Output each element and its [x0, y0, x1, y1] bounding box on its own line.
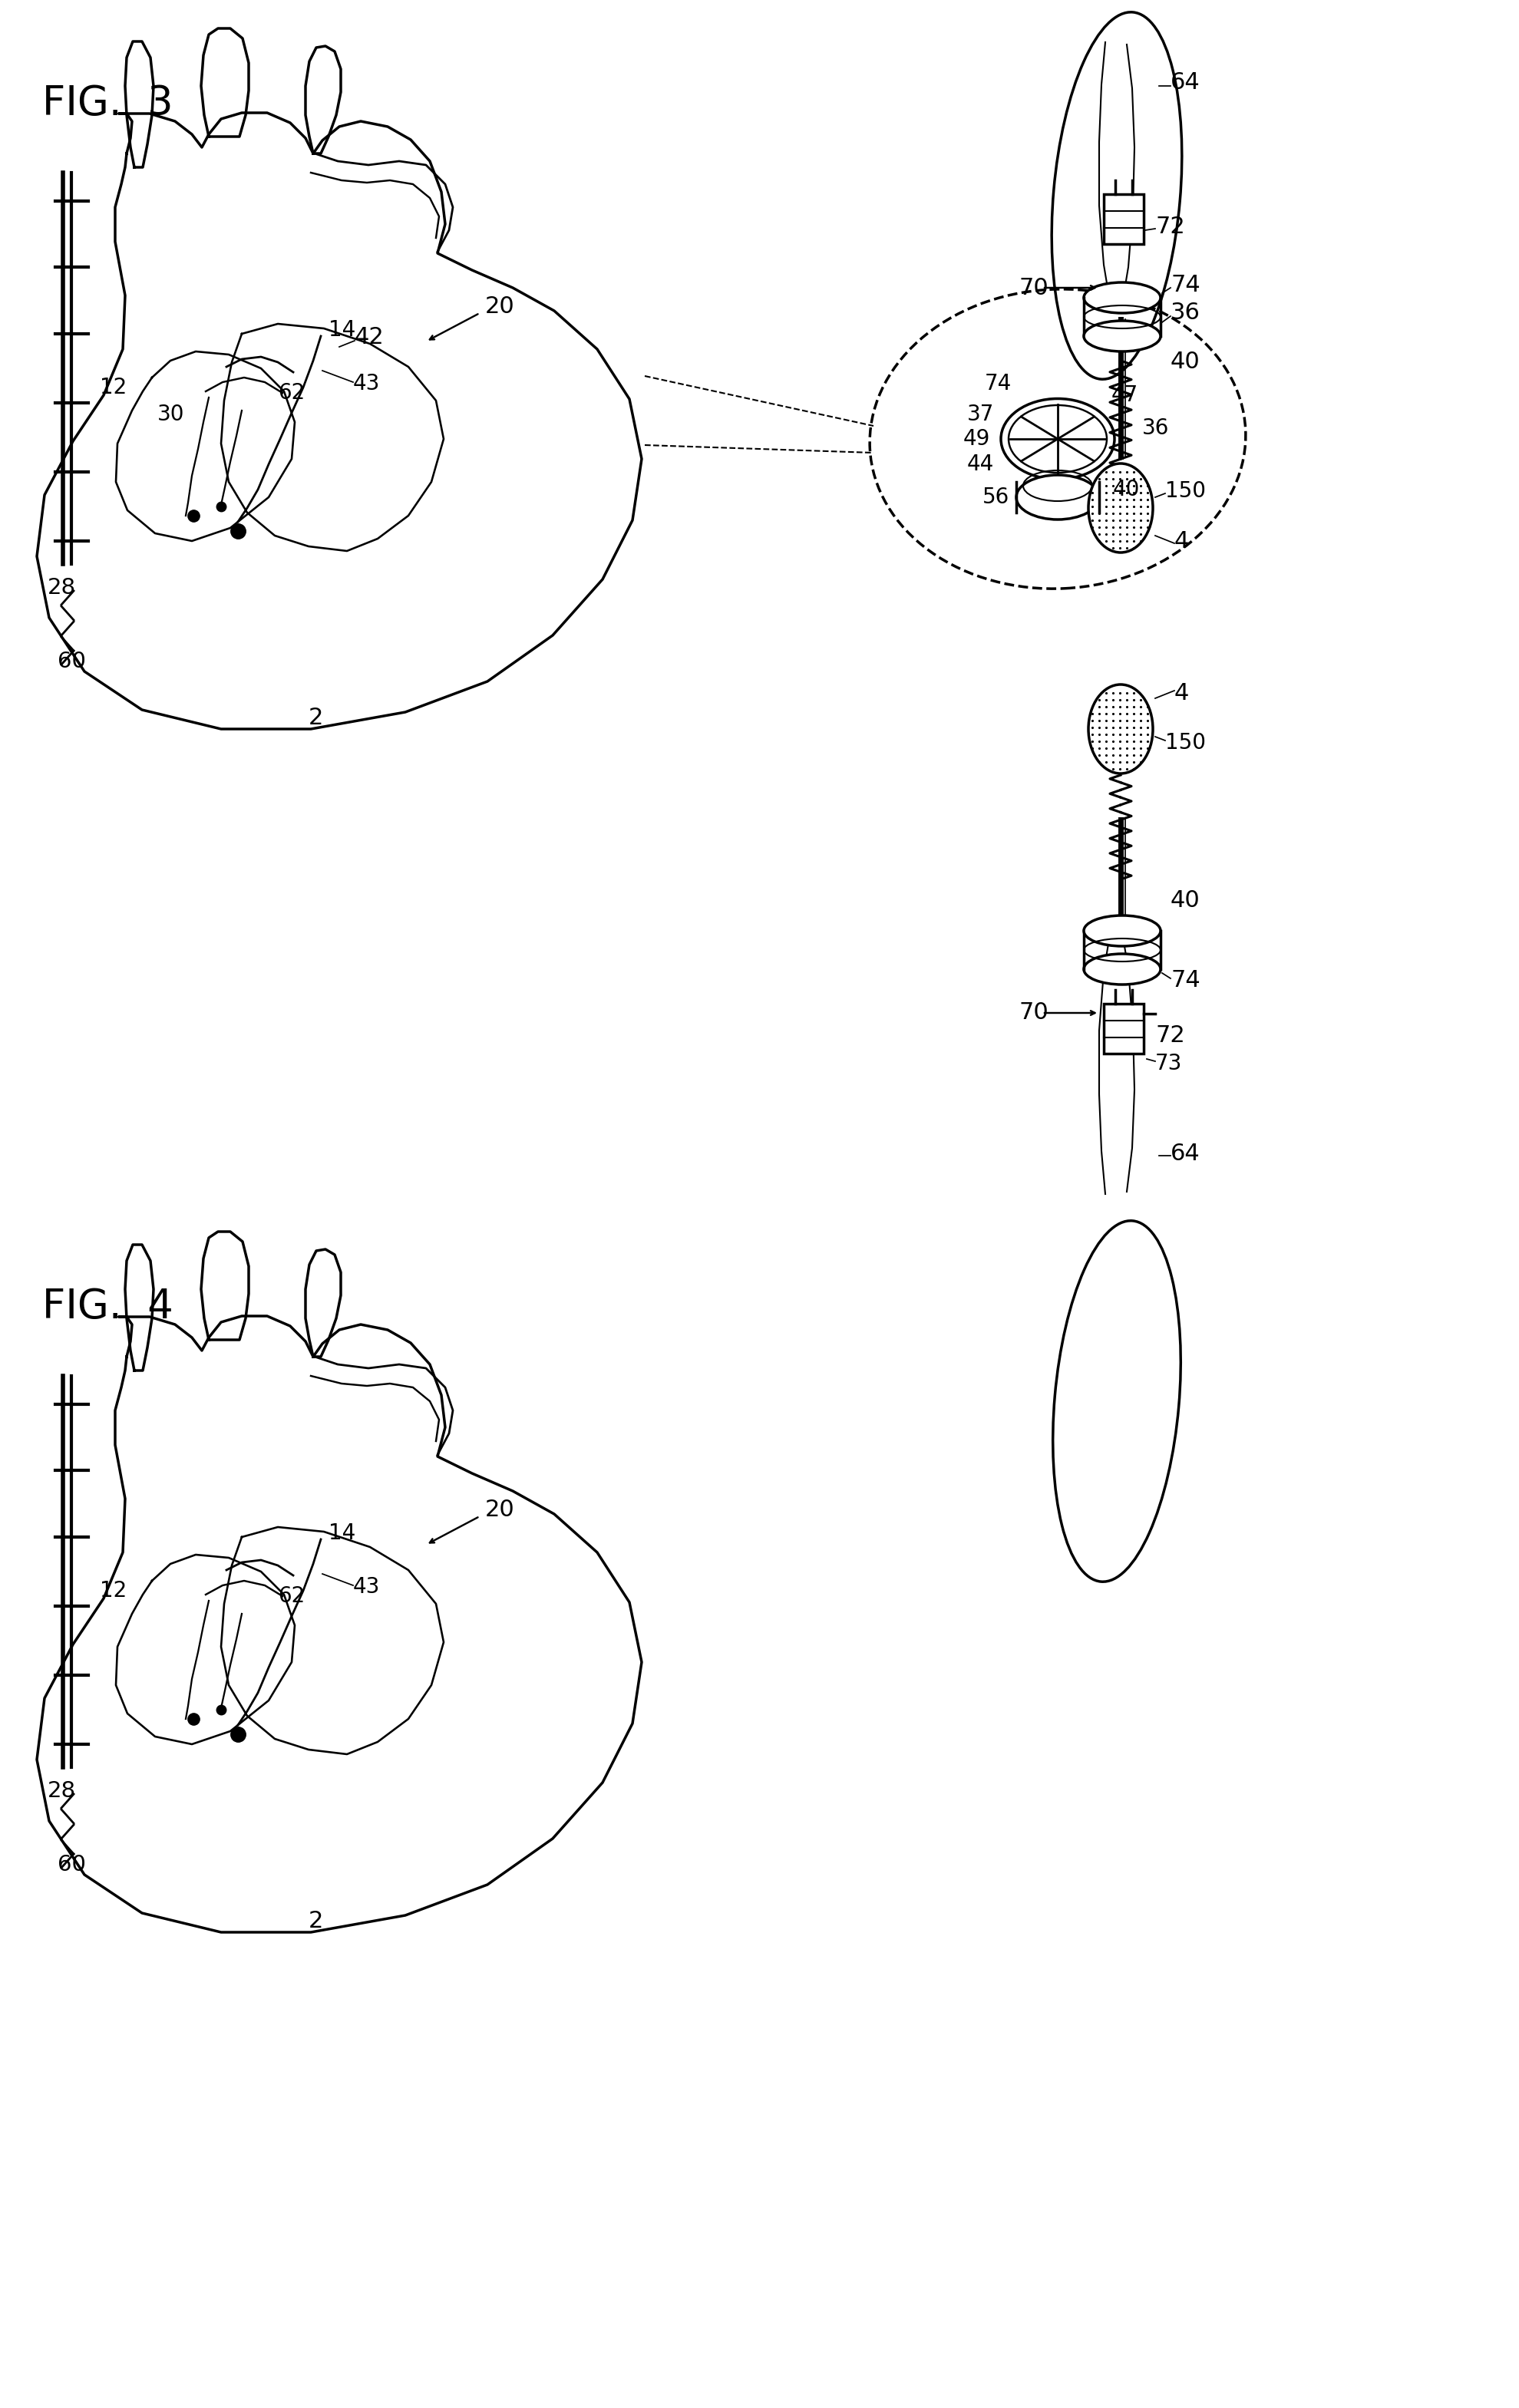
Text: 150: 150	[1165, 732, 1206, 754]
Text: 28: 28	[47, 1780, 76, 1801]
Text: 49: 49	[963, 429, 990, 450]
Text: FIG.  4: FIG. 4	[43, 1286, 173, 1327]
Bar	[1104, 1004, 1144, 1055]
Text: 4: 4	[1174, 681, 1189, 703]
Text: 2: 2	[308, 706, 324, 730]
Ellipse shape	[1089, 462, 1153, 551]
Polygon shape	[36, 1317, 641, 1931]
Text: 62: 62	[278, 1584, 305, 1606]
Text: 47: 47	[1112, 385, 1138, 407]
Text: FIG.  3: FIG. 3	[43, 84, 173, 123]
Text: 70: 70	[1019, 277, 1050, 299]
Ellipse shape	[1083, 320, 1161, 352]
Ellipse shape	[1083, 954, 1161, 985]
Text: 44: 44	[968, 453, 993, 474]
Polygon shape	[125, 41, 153, 166]
Polygon shape	[305, 46, 340, 154]
Ellipse shape	[1083, 282, 1161, 313]
Text: 60: 60	[58, 650, 85, 672]
Polygon shape	[36, 113, 641, 730]
Text: 43: 43	[352, 1577, 380, 1597]
Text: 40: 40	[1171, 352, 1200, 373]
Text: 150: 150	[1165, 479, 1206, 501]
Text: 28: 28	[47, 578, 76, 600]
Text: 43: 43	[352, 373, 380, 395]
Text: 74: 74	[1171, 275, 1200, 296]
Text: 62: 62	[278, 383, 305, 405]
Text: 74: 74	[984, 373, 1012, 395]
Ellipse shape	[1083, 915, 1161, 946]
Ellipse shape	[1001, 400, 1115, 479]
Polygon shape	[305, 1250, 340, 1356]
Text: 73: 73	[1154, 1052, 1182, 1074]
Ellipse shape	[1016, 474, 1100, 520]
Text: 72: 72	[1154, 1026, 1185, 1047]
Text: 14: 14	[328, 320, 355, 340]
Text: 64: 64	[1171, 1141, 1200, 1165]
Bar	[1104, 195, 1144, 243]
Ellipse shape	[1089, 684, 1153, 773]
Text: 36: 36	[1171, 301, 1200, 325]
Text: 72: 72	[1154, 214, 1185, 238]
Ellipse shape	[1051, 12, 1182, 378]
Polygon shape	[125, 1245, 153, 1370]
Text: 2: 2	[308, 1910, 324, 1931]
Text: 74: 74	[1171, 970, 1200, 992]
Text: 40: 40	[1113, 479, 1141, 501]
Text: 70: 70	[1019, 1002, 1050, 1023]
Text: 60: 60	[58, 1854, 85, 1876]
Text: 20: 20	[485, 296, 515, 318]
Text: 37: 37	[966, 405, 993, 426]
Text: 30: 30	[156, 405, 184, 426]
Text: 20: 20	[485, 1500, 515, 1522]
Text: 56: 56	[983, 486, 1009, 508]
Text: 12: 12	[100, 376, 126, 397]
Text: 42: 42	[354, 327, 384, 349]
Ellipse shape	[1053, 1221, 1180, 1582]
Text: 12: 12	[100, 1580, 126, 1601]
Text: 14: 14	[328, 1522, 355, 1544]
Polygon shape	[201, 1230, 249, 1339]
Text: 4: 4	[1174, 530, 1189, 551]
Text: 36: 36	[1142, 417, 1170, 438]
Text: 64: 64	[1171, 72, 1200, 94]
Text: 40: 40	[1171, 889, 1200, 910]
Polygon shape	[201, 29, 249, 137]
